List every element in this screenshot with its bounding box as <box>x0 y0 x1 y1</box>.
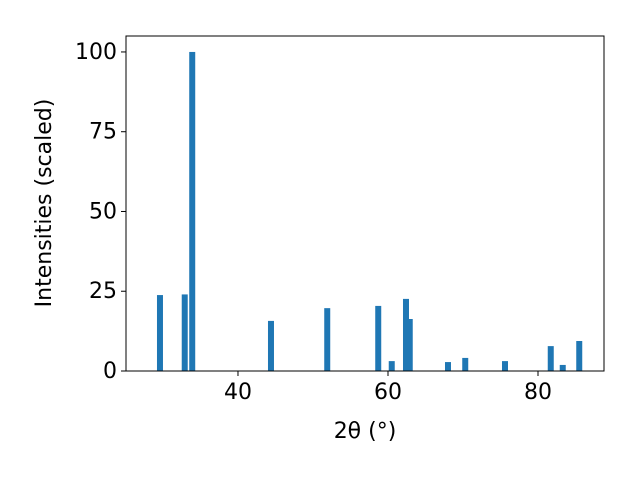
bar <box>189 51 196 371</box>
y-axis-label: Intensities (scaled) <box>32 99 57 308</box>
bar <box>501 361 508 371</box>
bar <box>324 308 331 371</box>
bar <box>547 346 554 371</box>
y-tick-label: 50 <box>89 199 117 224</box>
bar <box>576 341 583 371</box>
bar <box>444 362 451 371</box>
bar <box>156 295 163 371</box>
y-tick-label: 25 <box>89 279 117 304</box>
y-tick-label: 0 <box>103 359 117 384</box>
x-tick-label: 40 <box>224 380 252 405</box>
x-tick-label: 80 <box>524 380 552 405</box>
bar <box>388 361 395 371</box>
bar <box>462 357 469 371</box>
bar <box>267 320 274 371</box>
plot-frame <box>125 35 605 372</box>
y-tick-label: 100 <box>75 40 117 65</box>
y-tick-label: 75 <box>89 120 117 145</box>
bar <box>559 364 566 371</box>
x-tick-label: 60 <box>374 380 402 405</box>
bar <box>375 305 382 371</box>
x-axis-label: 2θ (°) <box>334 419 397 444</box>
bar <box>181 294 188 371</box>
bar <box>406 318 413 371</box>
bar <box>402 298 409 371</box>
